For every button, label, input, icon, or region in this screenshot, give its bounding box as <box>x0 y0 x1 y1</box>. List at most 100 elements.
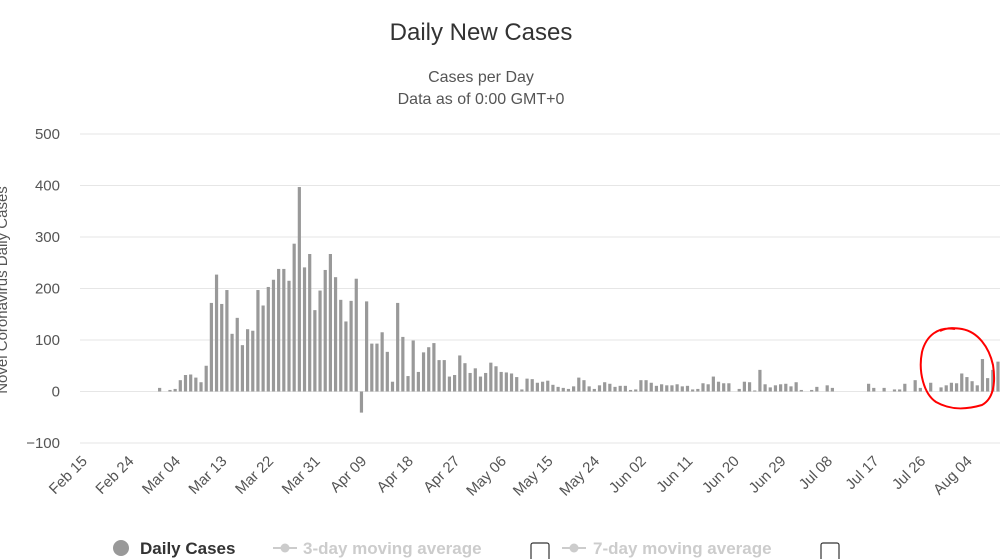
bar-daily-cases[interactable] <box>556 386 560 392</box>
bar-daily-cases[interactable] <box>597 385 602 392</box>
bar-daily-cases[interactable] <box>515 377 519 392</box>
bar-daily-cases[interactable] <box>670 385 674 392</box>
bar-daily-cases[interactable] <box>665 385 669 392</box>
bar-daily-cases[interactable] <box>830 387 834 392</box>
bar-daily-cases[interactable] <box>727 383 731 392</box>
bar-daily-cases[interactable] <box>323 269 327 392</box>
bar-daily-cases[interactable] <box>939 387 943 392</box>
bar-daily-cases[interactable] <box>587 386 591 392</box>
bar-daily-cases[interactable] <box>918 387 922 392</box>
bar-daily-cases[interactable] <box>753 390 757 392</box>
bar-daily-cases[interactable] <box>246 329 250 392</box>
bar-daily-cases[interactable] <box>654 385 659 392</box>
bar-daily-cases[interactable] <box>613 386 617 392</box>
bar-daily-cases[interactable] <box>282 268 286 392</box>
bar-daily-cases[interactable] <box>194 377 198 392</box>
bar-daily-cases[interactable] <box>365 301 369 392</box>
bar-daily-cases[interactable] <box>473 368 477 392</box>
bar-daily-cases[interactable] <box>494 366 498 392</box>
bar-daily-cases[interactable] <box>913 380 917 392</box>
bar-daily-cases[interactable] <box>799 389 803 392</box>
legend-checkbox[interactable] <box>530 542 550 559</box>
bar-daily-cases[interactable] <box>178 380 182 392</box>
bar-daily-cases[interactable] <box>509 373 514 392</box>
bar-daily-cases[interactable] <box>701 383 705 392</box>
bar-daily-cases[interactable] <box>385 351 389 392</box>
bar-daily-cases[interactable] <box>675 384 679 392</box>
bar-daily-cases[interactable] <box>489 362 493 392</box>
bar-daily-cases[interactable] <box>747 382 752 392</box>
bar-daily-cases[interactable] <box>892 389 897 392</box>
bar-daily-cases[interactable] <box>810 389 814 392</box>
bar-daily-cases[interactable] <box>577 377 581 392</box>
bar-daily-cases[interactable] <box>484 372 488 392</box>
bar-daily-cases[interactable] <box>411 340 415 392</box>
bar-daily-cases[interactable] <box>986 378 990 392</box>
bar-daily-cases[interactable] <box>271 279 276 392</box>
bar-daily-cases[interactable] <box>991 369 995 392</box>
bar-daily-cases[interactable] <box>313 310 317 392</box>
bar-daily-cases[interactable] <box>437 360 441 392</box>
bar-daily-cases[interactable] <box>784 383 788 392</box>
bar-daily-cases[interactable] <box>292 243 296 392</box>
legend-item-daily-cases[interactable]: Daily Cases <box>113 539 235 558</box>
bar-daily-cases[interactable] <box>944 385 948 392</box>
bar-daily-cases[interactable] <box>660 384 664 392</box>
bar-daily-cases[interactable] <box>572 386 576 392</box>
bar-daily-cases[interactable] <box>427 347 431 392</box>
bar-daily-cases[interactable] <box>872 387 876 392</box>
legend-item-3-day-average[interactable]: 3-day moving average <box>273 539 550 559</box>
bar-daily-cases[interactable] <box>929 382 933 392</box>
bar-daily-cases[interactable] <box>442 360 446 392</box>
bar-daily-cases[interactable] <box>261 305 265 392</box>
bar-daily-cases[interactable] <box>685 385 690 392</box>
bar-daily-cases[interactable] <box>458 355 462 392</box>
bar-daily-cases[interactable] <box>773 385 778 392</box>
bar-daily-cases[interactable] <box>499 371 503 392</box>
bar-daily-cases[interactable] <box>318 290 322 392</box>
bar-daily-cases[interactable] <box>209 302 213 392</box>
bar-daily-cases[interactable] <box>453 375 457 392</box>
bar-daily-cases[interactable] <box>214 274 219 392</box>
bar-daily-cases[interactable] <box>898 389 902 392</box>
bar-daily-cases[interactable] <box>737 388 741 392</box>
bar-daily-cases[interactable] <box>406 376 410 392</box>
bar-daily-cases[interactable] <box>504 372 508 392</box>
bar-daily-cases[interactable] <box>349 300 353 392</box>
bar-daily-cases[interactable] <box>696 388 700 392</box>
bar-daily-cases[interactable] <box>603 382 607 392</box>
bar-daily-cases[interactable] <box>158 387 162 392</box>
bar-daily-cases[interactable] <box>561 387 565 392</box>
bar-daily-cases[interactable] <box>468 372 472 392</box>
bar-daily-cases[interactable] <box>789 386 793 392</box>
bar-daily-cases[interactable] <box>302 267 307 392</box>
bar-daily-cases[interactable] <box>903 383 907 392</box>
bar-daily-cases[interactable] <box>266 286 270 392</box>
bar-daily-cases[interactable] <box>763 384 767 392</box>
bar-daily-cases[interactable] <box>230 333 234 392</box>
bar-daily-cases[interactable] <box>768 387 772 392</box>
bar-daily-cases[interactable] <box>975 385 979 392</box>
bar-daily-cases[interactable] <box>328 254 332 392</box>
bar-daily-cases[interactable] <box>965 377 969 392</box>
bar-daily-cases[interactable] <box>447 376 452 392</box>
bar-daily-cases[interactable] <box>618 385 622 392</box>
bar-daily-cases[interactable] <box>960 373 964 392</box>
bar-daily-cases[interactable] <box>794 382 798 392</box>
bar-daily-cases[interactable] <box>308 254 312 392</box>
bar-daily-cases[interactable] <box>716 381 721 392</box>
bar-daily-cases[interactable] <box>421 352 426 392</box>
bar-daily-cases[interactable] <box>297 187 301 392</box>
bar-daily-cases[interactable] <box>354 278 358 392</box>
legend-checkbox[interactable] <box>820 542 840 559</box>
bar-daily-cases[interactable] <box>277 268 281 392</box>
bar-daily-cases[interactable] <box>432 343 436 392</box>
bar-daily-cases[interactable] <box>706 384 710 392</box>
bar-daily-cases[interactable] <box>344 321 348 392</box>
bar-daily-cases[interactable] <box>540 381 545 392</box>
bar-daily-cases[interactable] <box>240 345 245 392</box>
bar-daily-cases[interactable] <box>680 386 684 392</box>
bar-daily-cases[interactable] <box>970 381 974 392</box>
bar-daily-cases[interactable] <box>779 384 783 392</box>
bar-daily-cases[interactable] <box>189 374 193 392</box>
